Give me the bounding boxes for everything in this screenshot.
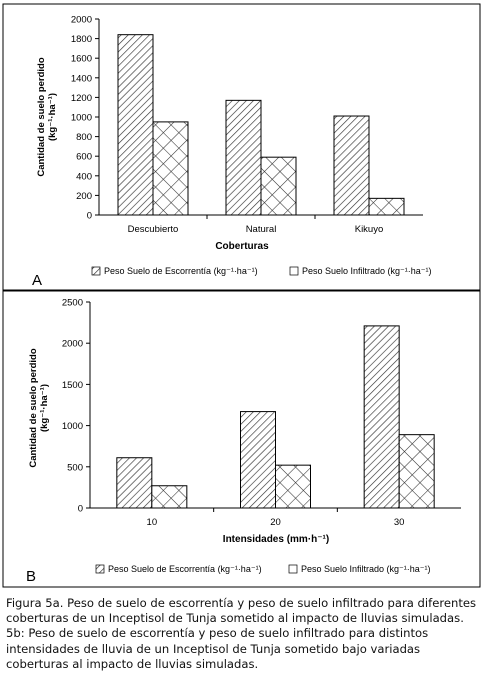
legend-label-infiltrado: Peso Suelo Infiltrado (kg⁻¹·ha⁻¹) — [301, 564, 431, 574]
bar-escorrentia-20 — [240, 411, 276, 509]
caption-line: coberturas al impacto de lluvias simulad… — [6, 656, 259, 671]
y-tick-label: 1000 — [62, 421, 83, 432]
legend-swatch-escorrentia — [95, 564, 105, 574]
bar-infiltrado-10 — [151, 485, 188, 509]
panel-b: 0 500 1000 1500 2000 2500 10 20 30 B Intensidade… — [2, 290, 481, 588]
panel-a-xlabel: Coberturas — [215, 241, 269, 252]
bar-infiltrado-30 — [398, 434, 435, 509]
caption-line: 5b: Peso de suelo de escorrentía y peso … — [6, 626, 429, 641]
legend-label-escorrentia: Peso Suelo de Escorrentía (kg⁻¹·ha⁻¹) — [108, 564, 262, 574]
caption-line: coberturas de un Inceptisol de Tunja som… — [6, 611, 464, 626]
panel-b-ylabel-line1: Cantidad de suelo perdido — [28, 348, 39, 467]
bar-infiltrado-kikuyo — [368, 197, 405, 216]
panel-a-ylabel-line1: Cantidad de suelo perdido — [36, 57, 47, 176]
y-tick-label: 2000 — [71, 15, 92, 26]
figure-caption: Figura 5a. Peso de suelo de escorrentía … — [6, 596, 480, 672]
y-tick-label: 600 — [76, 152, 92, 163]
y-tick-label: 1800 — [71, 34, 92, 45]
legend-swatch-infiltrado — [289, 266, 299, 276]
panel-a-legend: Peso Suelo de Escorrentía (kg⁻¹·ha⁻¹) Pe… — [91, 266, 432, 276]
panel-a-ylabel-line2: (kg⁻¹·ha⁻¹) — [47, 93, 58, 141]
panel-a-frame — [2, 3, 481, 291]
x-tick-label: 10 — [147, 517, 158, 528]
caption-line: intensidades de lluvia de un Inceptisol … — [6, 641, 421, 656]
y-tick-label: 2000 — [62, 339, 83, 350]
panel-b-plot: 0 500 1000 1500 2000 2500 10 20 30 — [62, 298, 461, 528]
x-tick-label: Natural — [246, 224, 277, 235]
bar-escorrentia-descubierto — [117, 34, 154, 216]
y-tick-label: 2500 — [62, 298, 83, 309]
bar-escorrentia-30 — [363, 325, 400, 509]
y-tick-label: 500 — [67, 462, 83, 473]
figure: 0200400600800100012001400160018002000Des… — [2, 3, 481, 588]
x-tick-label: Kikuyo — [355, 224, 384, 235]
y-tick-label: 0 — [78, 504, 83, 515]
y-tick-label: 0 — [87, 211, 92, 222]
panel-a-ylabel: Cantidad de suelo perdido (kg⁻¹·ha⁻¹) — [36, 57, 58, 176]
bar-escorrentia-10 — [116, 457, 153, 509]
panel-b-ylabel-line2: (kg⁻¹·ha⁻¹) — [39, 384, 50, 432]
bar-escorrentia-natural — [225, 99, 262, 216]
caption-line: Figura 5a. Peso de suelo de escorrentía … — [6, 596, 477, 610]
y-tick-label: 1500 — [62, 380, 83, 391]
bar-infiltrado-20 — [275, 464, 311, 509]
x-tick-label: 20 — [270, 517, 281, 528]
panel-b-legend: Peso Suelo de Escorrentía (kg⁻¹·ha⁻¹) Pe… — [95, 564, 431, 574]
panel-b-xlabel: Intensidades (mm·h⁻¹) — [223, 534, 329, 545]
panel-a-letter: A — [32, 272, 42, 289]
panel-b-letter: B — [26, 568, 36, 585]
legend-swatch-escorrentia — [91, 266, 101, 276]
bar-infiltrado-natural — [260, 156, 297, 216]
y-tick-label: 1200 — [71, 93, 92, 104]
legend-label-escorrentia: Peso Suelo de Escorrentía (kg⁻¹·ha⁻¹) — [104, 266, 258, 276]
panel-b-frame — [2, 290, 481, 588]
legend-label-infiltrado: Peso Suelo Infiltrado (kg⁻¹·ha⁻¹) — [302, 266, 432, 276]
y-tick-label: 1000 — [71, 113, 92, 124]
legend-swatch-infiltrado — [288, 564, 298, 574]
bar-infiltrado-descubierto — [152, 121, 189, 216]
panel-a: 0 200 400 600 800 1000 1200 1400 1600 1800 2000 Des… — [2, 3, 481, 291]
y-tick-label: 1600 — [71, 54, 92, 65]
y-tick-label: 800 — [76, 132, 92, 143]
x-tick-label: 30 — [394, 517, 405, 528]
y-tick-label: 200 — [76, 191, 92, 202]
y-tick-label: 1400 — [71, 73, 92, 84]
y-tick-label: 400 — [76, 171, 92, 182]
bar-escorrentia-kikuyo — [333, 115, 370, 216]
x-tick-label: Descubierto — [128, 224, 179, 235]
panel-b-ylabel: Cantidad de suelo perdido (kg⁻¹·ha⁻¹) — [28, 348, 50, 467]
panel-a-plot: 0 200 400 600 800 1000 1200 1400 1600 1800 2000 Des… — [71, 15, 423, 235]
